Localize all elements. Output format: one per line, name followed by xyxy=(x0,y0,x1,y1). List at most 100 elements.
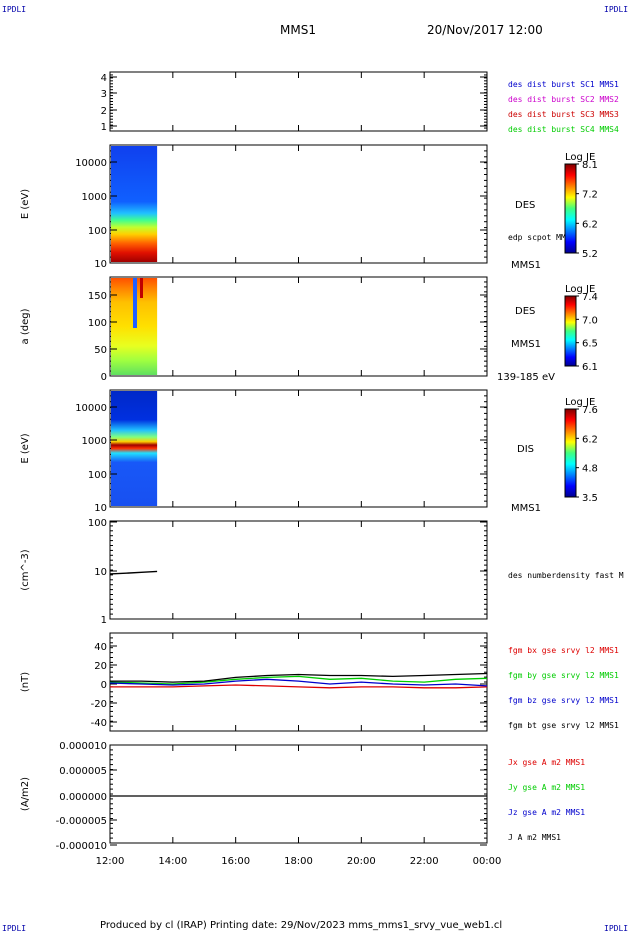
panel-3-title: DES xyxy=(515,306,535,317)
panel-3-ylabel: a (deg) xyxy=(20,308,31,344)
panel-2-cbar-tick-label: 5.2 xyxy=(582,249,598,260)
b-label-1: fgm bx gse srvy l2 MMS1 xyxy=(508,646,619,655)
panel-3-tick-label: 150 xyxy=(88,291,107,302)
panel-6-tick-label: 0 xyxy=(101,680,107,691)
corner-label-bottom-left: IPDLI xyxy=(2,924,27,933)
pitch-angle-peak xyxy=(140,278,143,298)
panel-4-title: DIS xyxy=(517,444,534,455)
time-tick-label: 18:00 xyxy=(284,856,313,867)
panel-4-cbar-tick-label: 6.2 xyxy=(582,434,598,445)
time-tick-label: 12:00 xyxy=(96,856,125,867)
panel-6-tick-label: 40 xyxy=(94,642,107,653)
panel-3-sc: MMS1 xyxy=(511,339,541,350)
panel-3-tick-label: 100 xyxy=(88,318,107,329)
burst-label-sc4: des dist burst SC4 MMS4 xyxy=(508,125,619,134)
panel-1-tick-label: 4 xyxy=(101,73,107,84)
panel-7-tick-label: -0.000010 xyxy=(56,841,107,852)
j-label-4: J A m2 MMS1 xyxy=(508,833,561,842)
panel-2-tick-label: 10000 xyxy=(75,158,107,169)
panel-4-tick-label: 10000 xyxy=(75,403,107,414)
panel-3-cbar-tick-label: 6.5 xyxy=(582,339,598,350)
des-energy-spectrogram xyxy=(111,146,158,262)
j-label-2: Jy gse A m2 MMS1 xyxy=(508,783,585,792)
panel-5-tick-label: 1 xyxy=(101,615,107,626)
panel-6-tick-label: -20 xyxy=(91,699,107,710)
panel-2-ylabel: E (eV) xyxy=(20,189,31,219)
time-tick-label: 22:00 xyxy=(410,856,439,867)
panel-1-tick-label: 2 xyxy=(101,106,107,117)
panel-2-cbar-tick-label: 7.2 xyxy=(582,190,598,201)
corner-label-top-left: IPDLI xyxy=(2,5,27,14)
b-label-2: fgm by gse srvy l2 MMS1 xyxy=(508,671,619,680)
panel-1-tick-label: 1 xyxy=(101,122,107,133)
panel-7-tick-label: 0.000000 xyxy=(59,792,107,803)
b-series-line-2 xyxy=(109,675,488,685)
panel-4-tick-label: 10 xyxy=(94,503,107,514)
panel-3-cbar-tick-label: 6.1 xyxy=(582,362,598,373)
panel-7-ylabel: (A/m2) xyxy=(20,777,31,811)
panel-2-title: DES xyxy=(515,200,535,211)
panel-5-tick-label: 100 xyxy=(88,518,107,529)
panel-5-label: des numberdensity fast M xyxy=(508,571,624,580)
panel-2-tick-label: 100 xyxy=(88,226,107,237)
panel-7-tick-label: 0.000005 xyxy=(59,766,107,777)
panel-3-cbar-tick-label: 7.0 xyxy=(582,315,598,326)
panel-2-sc: MMS1 xyxy=(511,260,541,271)
panel-7-frame xyxy=(109,744,488,844)
panel-7-tick-label: 0.000010 xyxy=(59,741,107,752)
dis-energy-spectrogram xyxy=(111,391,158,506)
panel-4-sc: MMS1 xyxy=(511,503,541,514)
b-series-line-4 xyxy=(110,672,488,683)
panel-4-ylabel: E (eV) xyxy=(20,433,31,463)
panel-2-cbar-tick-label: 6.2 xyxy=(582,219,598,230)
burst-label-sc2: des dist burst SC2 MMS2 xyxy=(508,95,619,104)
panel-2-sub: edp scpot MMS1 xyxy=(508,233,576,242)
panel-5-frame xyxy=(109,520,488,620)
burst-label-sc3: des dist burst SC3 MMS3 xyxy=(508,110,619,119)
panel-2-tick-label: 10 xyxy=(94,259,107,270)
time-tick-label: 20:00 xyxy=(347,856,376,867)
b-series-line-3 xyxy=(109,678,488,687)
time-tick-label: 16:00 xyxy=(221,856,250,867)
panel-5-ylabel: (cm^-3) xyxy=(20,549,31,590)
corner-label-top-right: IPDLI xyxy=(604,5,629,14)
panel-2-frame xyxy=(109,144,488,264)
time-tick-label: 14:00 xyxy=(158,856,187,867)
pitch-angle-dip xyxy=(133,278,137,328)
density-line xyxy=(109,570,158,575)
panel-4-cbar-tick-label: 4.8 xyxy=(582,464,598,475)
header-datetime: 20/Nov/2017 12:00 xyxy=(427,23,543,37)
panel-5-tick-label: 10 xyxy=(94,567,107,578)
panel-2-tick-label: 1000 xyxy=(82,192,107,203)
b-series-line-1 xyxy=(110,684,488,689)
panel-3-frame xyxy=(109,276,488,377)
burst-label-sc1: des dist burst SC1 MMS1 xyxy=(508,80,619,89)
panel-6-tick-label: -40 xyxy=(91,718,107,729)
panel-3-range: 139-185 eV xyxy=(497,372,555,383)
panel-3-cbar-tick-label: 7.4 xyxy=(582,292,598,303)
panel-3-cbar-bar xyxy=(564,295,577,367)
panel-1-tick-label: 3 xyxy=(101,89,107,100)
panel-4-tick-label: 1000 xyxy=(82,436,107,447)
panel-4-tick-label: 100 xyxy=(88,470,107,481)
panel-2-cbar-tick-label: 8.1 xyxy=(582,160,598,171)
panel-4-cbar-tick-label: 3.5 xyxy=(582,493,598,504)
b-label-4: fgm bt gse srvy l2 MMS1 xyxy=(508,721,619,730)
footer-credit: Produced by cl (IRAP) Printing date: 29/… xyxy=(100,920,503,931)
panel-7-tick-label: -0.000005 xyxy=(56,816,107,827)
mission-title: MMS1 xyxy=(280,23,316,37)
corner-label-bottom-right: IPDLI xyxy=(604,924,629,933)
j-label-1: Jx gse A m2 MMS1 xyxy=(508,758,585,767)
panel-4-cbar-tick-label: 7.6 xyxy=(582,405,598,416)
j-label-3: Jz gse A m2 MMS1 xyxy=(508,808,585,817)
panel-6-ylabel: (nT) xyxy=(20,672,31,692)
panel-6-tick-label: 20 xyxy=(94,661,107,672)
panel-4-cbar-title: Log JE xyxy=(565,397,595,408)
panel-4-cbar-bar xyxy=(564,408,577,498)
panel-3-tick-label: 50 xyxy=(94,345,107,356)
panel-4-frame xyxy=(109,389,488,508)
panel-2-cbar-title: Log JE xyxy=(565,152,595,163)
time-tick-label: 00:00 xyxy=(473,856,502,867)
panel-1-frame xyxy=(109,71,488,132)
